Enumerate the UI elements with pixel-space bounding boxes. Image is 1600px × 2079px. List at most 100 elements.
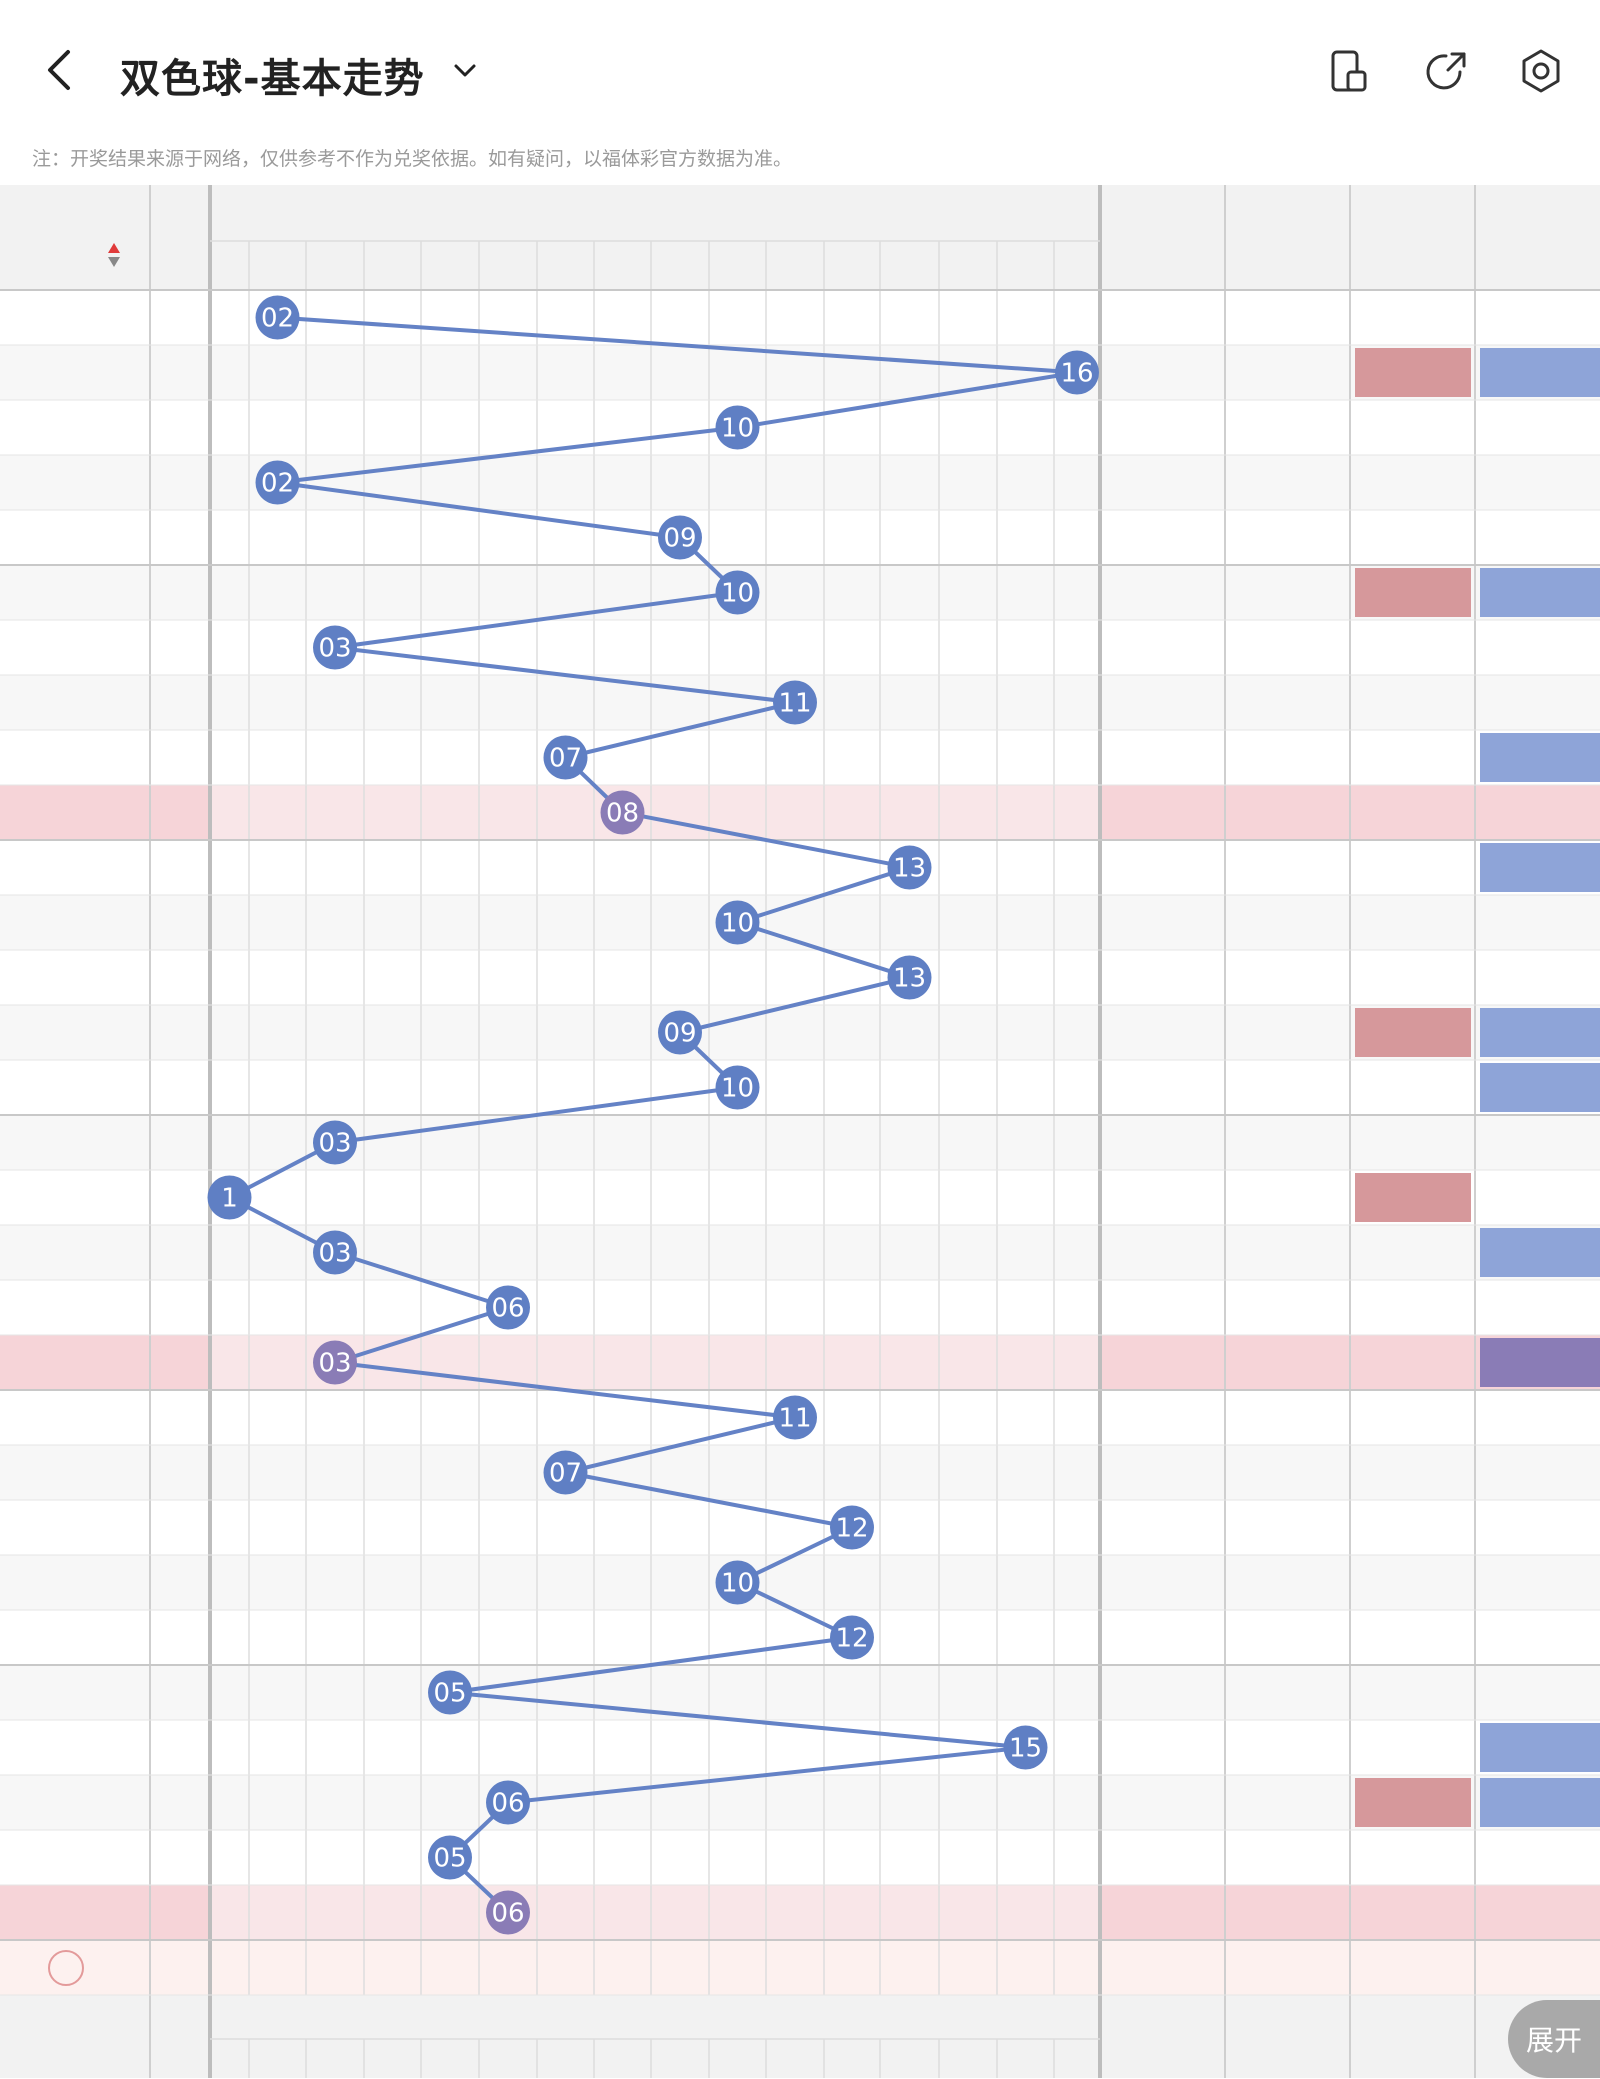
- blue-count-cell: [421, 1720, 479, 1775]
- app-header: 双色球-基本走势: [0, 0, 1600, 140]
- select-row: [0, 1940, 1600, 1995]
- weekday-cell: [150, 1830, 210, 1885]
- blue-count-cell: [824, 510, 880, 565]
- span-cell: [1225, 1280, 1350, 1335]
- blue-count-cell: [479, 785, 537, 840]
- blue-count-cell: [1054, 1005, 1100, 1060]
- select-number-cell[interactable]: [651, 1940, 709, 1995]
- select-number-cell[interactable]: [249, 1940, 306, 1995]
- blue-count-cell: [210, 1885, 249, 1940]
- select-number-cell[interactable]: [939, 1940, 997, 1995]
- expand-button[interactable]: 展开: [1508, 2000, 1600, 2078]
- blue-count-cell: [306, 510, 364, 565]
- blue-count-cell: [651, 565, 709, 620]
- select-number-cell[interactable]: [421, 1940, 479, 1995]
- zone-ratio-cell: [1350, 1555, 1475, 1610]
- weekday-cell: [150, 1005, 210, 1060]
- select-number-cell[interactable]: [210, 1940, 249, 1995]
- chevron-down-icon[interactable]: [448, 54, 482, 88]
- footer-col-week-top: [150, 1999, 210, 2039]
- blue-count-cell: [306, 620, 364, 675]
- blue-count-cell: [824, 1555, 880, 1610]
- blue-count-cell: [537, 1665, 594, 1720]
- blue-count-cell: [479, 510, 537, 565]
- blue-count-cell: [479, 1445, 537, 1500]
- zone-ratio-cell: [1350, 1170, 1475, 1225]
- blue-count-cell: [824, 345, 880, 400]
- blue-count-cell: [249, 565, 306, 620]
- blue-count-cell: [880, 400, 939, 455]
- select-number-cell[interactable]: [306, 1940, 364, 1995]
- span-cell: [1225, 1390, 1350, 1445]
- blue-number-header: [939, 241, 997, 291]
- blue-number-header: [766, 241, 824, 291]
- blue-count-cell: [364, 400, 421, 455]
- span-cell: [1225, 510, 1350, 565]
- blue-count-cell: [824, 1665, 880, 1720]
- blue-count-cell: [306, 785, 364, 840]
- blue-count-cell: [997, 1115, 1054, 1170]
- period-cell: [20, 510, 130, 565]
- blue-count-cell: [594, 1445, 651, 1500]
- sum-cell: [1100, 1665, 1225, 1720]
- blue-count-cell: [421, 1830, 479, 1885]
- blue-count-cell: [709, 675, 766, 730]
- sum-cell: [1100, 1555, 1225, 1610]
- select-number-cell[interactable]: [766, 1940, 824, 1995]
- weekday-cell: [150, 1390, 210, 1445]
- blue-count-cell: [997, 565, 1054, 620]
- span-cell: [1225, 785, 1350, 840]
- blue-count-cell: [479, 345, 537, 400]
- blue-count-cell: [479, 455, 537, 510]
- blue-count-cell: [824, 620, 880, 675]
- blue-count-cell: [766, 840, 824, 895]
- sort-arrows-icon[interactable]: [107, 242, 121, 268]
- blue-count-cell: [479, 1720, 537, 1775]
- share-icon[interactable]: [1424, 48, 1470, 94]
- footer-blue-number: [537, 2039, 594, 2079]
- select-number-cell[interactable]: [709, 1940, 766, 1995]
- blue-count-cell: [210, 1060, 249, 1115]
- select-number-cell[interactable]: [479, 1940, 537, 1995]
- period-cell: [20, 895, 130, 950]
- settings-icon[interactable]: [1518, 48, 1564, 94]
- blue-count-cell: [364, 1555, 421, 1610]
- blue-count-cell: [537, 290, 594, 345]
- blue-count-cell: [651, 1005, 709, 1060]
- blue-count-cell: [824, 895, 880, 950]
- weekday-cell: [150, 1445, 210, 1500]
- blue-count-cell: [824, 1115, 880, 1170]
- blue-count-cell: [651, 1775, 709, 1830]
- blue-count-cell: [651, 675, 709, 730]
- select-number-cell[interactable]: [880, 1940, 939, 1995]
- period-cell: [20, 1390, 130, 1445]
- select-number-cell[interactable]: [594, 1940, 651, 1995]
- blue-count-cell: [421, 1500, 479, 1555]
- select-number-cell[interactable]: [364, 1940, 421, 1995]
- back-arrow-icon[interactable]: [40, 40, 80, 100]
- blue-count-cell: [537, 1775, 594, 1830]
- blue-count-cell: [594, 565, 651, 620]
- odd-even-cell: [1475, 345, 1600, 400]
- select-number-cell[interactable]: [824, 1940, 880, 1995]
- blue-count-cell: [249, 1555, 306, 1610]
- device-icon[interactable]: [1326, 48, 1372, 94]
- period-cell: [20, 950, 130, 1005]
- select-number-cell[interactable]: [997, 1940, 1054, 1995]
- blue-count-cell: [1054, 1060, 1100, 1115]
- select-radio-icon[interactable]: [48, 1950, 84, 1986]
- blue-count-cell: [651, 455, 709, 510]
- select-number-cell[interactable]: [1054, 1940, 1100, 1995]
- blue-count-cell: [939, 1225, 997, 1280]
- span-cell: [1225, 1335, 1350, 1390]
- blue-count-cell: [594, 345, 651, 400]
- zone-ratio-cell: [1350, 1885, 1475, 1940]
- blue-count-cell: [709, 950, 766, 1005]
- blue-count-cell: [709, 840, 766, 895]
- blue-count-cell: [651, 785, 709, 840]
- blue-count-cell: [939, 840, 997, 895]
- sum-cell: [1100, 1170, 1225, 1225]
- zone-ratio-cell: [1350, 1225, 1475, 1280]
- select-number-cell[interactable]: [537, 1940, 594, 1995]
- weekday-cell: [150, 400, 210, 455]
